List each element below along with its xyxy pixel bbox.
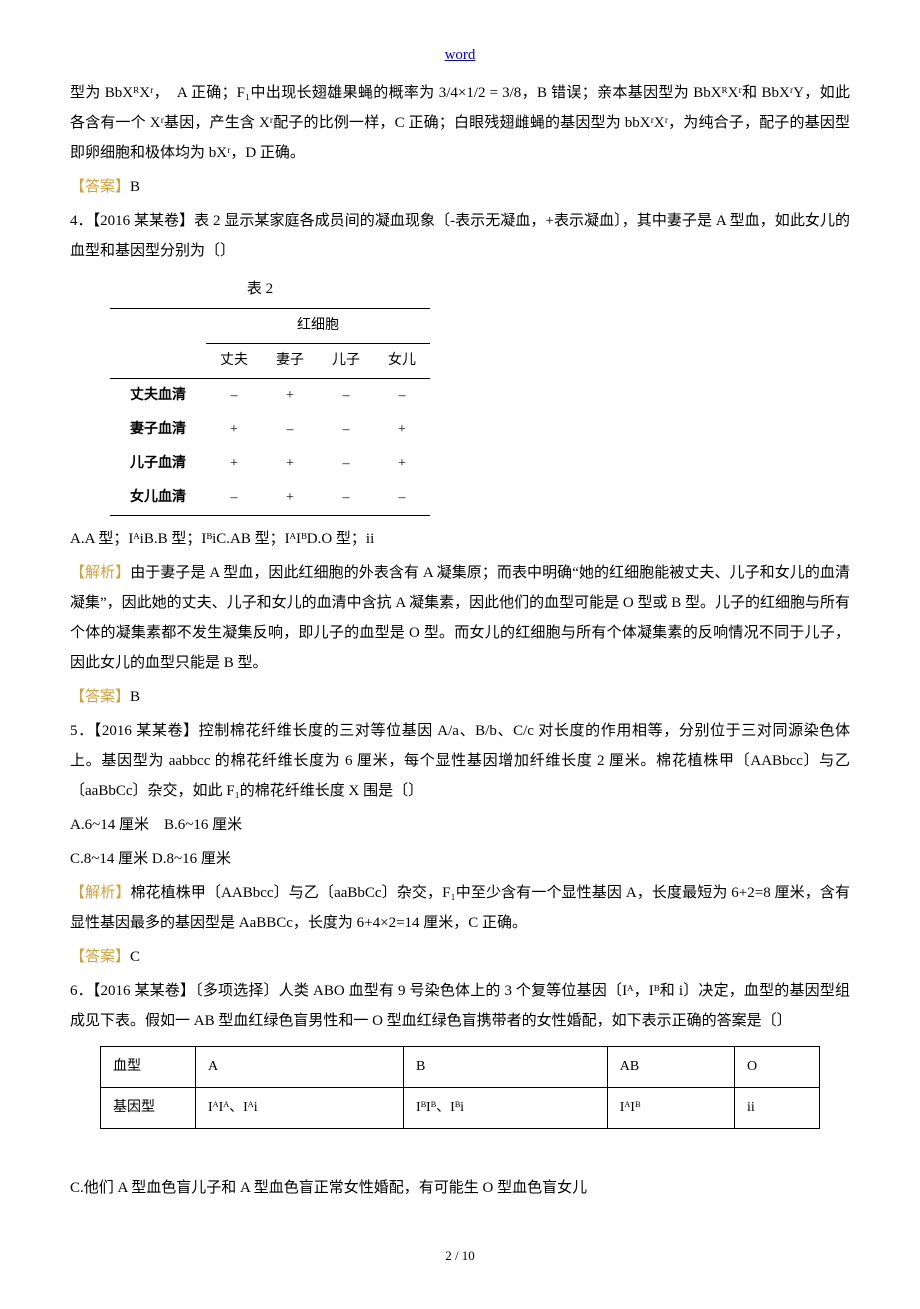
blood-cell: ii bbox=[735, 1088, 820, 1129]
q4-analysis-text: 由于妻子是 A 型血，因此红细胞的外表含有 A 凝集原；而表中明确“她的红细胞能… bbox=[70, 565, 850, 671]
table-2: 红细胞 丈夫 妻子 儿子 女儿 丈夫血清 – + – – 妻子血清 + – – … bbox=[110, 308, 430, 516]
answer-5-label: 【答案】 bbox=[70, 949, 130, 965]
table2-cell: + bbox=[262, 447, 318, 481]
table2-col-3: 女儿 bbox=[374, 344, 430, 379]
table2-cell: – bbox=[206, 481, 262, 516]
table2-caption: 表 2 bbox=[70, 274, 410, 304]
blood-cell: O bbox=[735, 1047, 820, 1088]
q6-option-c: C.他们 A 型血色盲儿子和 A 型血色盲正常女性婚配，有可能生 O 型血色盲女… bbox=[70, 1173, 850, 1203]
question-4: 4．【2016 某某卷】表 2 显示某家庭各成员间的凝血现象〔-表示无凝血，+表… bbox=[70, 206, 850, 266]
table2-cell: + bbox=[374, 413, 430, 447]
blood-cell: IᴮIᴮ、Iᴮi bbox=[403, 1088, 607, 1129]
table2-col-0: 丈夫 bbox=[206, 344, 262, 379]
table2-cell: – bbox=[374, 379, 430, 414]
answer-4: 【答案】B bbox=[70, 682, 850, 712]
table2-row-0-label: 丈夫血清 bbox=[110, 379, 206, 414]
table2-row-3-label: 女儿血清 bbox=[110, 481, 206, 516]
q4-options: A.A 型；IᴬiB.B 型；IᴮiC.AB 型；IᴬIᴮD.O 型；ii bbox=[70, 524, 850, 554]
table2-row-1-label: 妻子血清 bbox=[110, 413, 206, 447]
table2-cell: + bbox=[262, 379, 318, 414]
answer-5: 【答案】C bbox=[70, 942, 850, 972]
blood-cell: AB bbox=[607, 1047, 734, 1088]
header-link: word bbox=[70, 40, 850, 70]
table2-row-2-label: 儿子血清 bbox=[110, 447, 206, 481]
blood-type-table: 血型 A B AB O 基因型 IᴬIᴬ、Iᴬi IᴮIᴮ、Iᴮi IᴬIᴮ i… bbox=[100, 1046, 820, 1129]
q5-analysis: 【解析】棉花植株甲〔AABbcc〕与乙〔aaBbCc〕杂交，F₁中至少含有一个显… bbox=[70, 878, 850, 938]
blood-cell: IᴬIᴮ bbox=[607, 1088, 734, 1129]
blood-cell: IᴬIᴬ、Iᴬi bbox=[196, 1088, 404, 1129]
table2-group-header: 红细胞 bbox=[206, 309, 430, 344]
q5-analysis-label: 【解析】 bbox=[70, 885, 130, 901]
blood-cell: B bbox=[403, 1047, 607, 1088]
answer-1-label: 【答案】 bbox=[70, 179, 130, 195]
table2-col-2: 儿子 bbox=[318, 344, 374, 379]
table2-cell: – bbox=[318, 379, 374, 414]
blood-cell: A bbox=[196, 1047, 404, 1088]
table2-cell: + bbox=[374, 447, 430, 481]
answer-5-text: C bbox=[130, 949, 140, 965]
table2-cell: – bbox=[318, 481, 374, 516]
table2-cell: – bbox=[206, 379, 262, 414]
q5-options-1: A.6~14 厘米 B.6~16 厘米 bbox=[70, 810, 850, 840]
table2-cell: – bbox=[318, 447, 374, 481]
answer-4-label: 【答案】 bbox=[70, 689, 130, 705]
table2-cell: – bbox=[374, 481, 430, 516]
blood-cell: 血型 bbox=[101, 1047, 196, 1088]
answer-1-text: B bbox=[130, 179, 140, 195]
answer-1: 【答案】B bbox=[70, 172, 850, 202]
answer-4-text: B bbox=[130, 689, 140, 705]
q4-analysis-label: 【解析】 bbox=[70, 565, 130, 581]
table2-cell: + bbox=[206, 447, 262, 481]
page-number: 2 / 10 bbox=[70, 1243, 850, 1269]
blood-cell: 基因型 bbox=[101, 1088, 196, 1129]
table2-cell: + bbox=[262, 481, 318, 516]
q4-analysis: 【解析】由于妻子是 A 型血，因此红细胞的外表含有 A 凝集原；而表中明确“她的… bbox=[70, 558, 850, 678]
table2-col-1: 妻子 bbox=[262, 344, 318, 379]
table2-cell: – bbox=[262, 413, 318, 447]
table2-cell: – bbox=[318, 413, 374, 447]
question-6: 6．【2016 某某卷】〔多项选择〕人类 ABO 血型有 9 号染色体上的 3 … bbox=[70, 976, 850, 1036]
table2-cell: + bbox=[206, 413, 262, 447]
q5-analysis-text: 棉花植株甲〔AABbcc〕与乙〔aaBbCc〕杂交，F₁中至少含有一个显性基因 … bbox=[70, 885, 850, 931]
q5-options-2: C.8~14 厘米 D.8~16 厘米 bbox=[70, 844, 850, 874]
paragraph-1: 型为 BbXᴿXʳ， A 正确；F₁中出现长翅雄果蝇的概率为 3/4×1/2 =… bbox=[70, 78, 850, 168]
question-5: 5．【2016 某某卷】控制棉花纤维长度的三对等位基因 A/a、B/b、C/c … bbox=[70, 716, 850, 806]
